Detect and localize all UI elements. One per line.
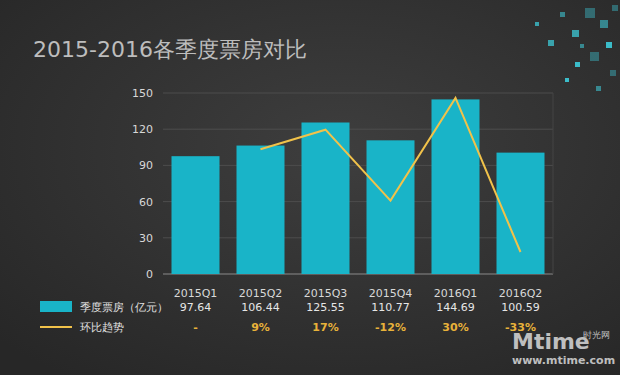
plot-marks (172, 98, 545, 274)
y2-axis-line (553, 93, 554, 274)
pixel-square (580, 44, 584, 48)
decoration (535, 5, 618, 91)
y-tick-label: 120 (132, 123, 153, 136)
x-tick-label: 2016Q1 (434, 287, 478, 300)
pixel-square (590, 52, 599, 61)
pixel-square (535, 22, 539, 26)
bar (367, 140, 415, 274)
x-tick-label: 2015Q3 (304, 287, 348, 300)
y-tick-label: 60 (139, 196, 153, 209)
table-value: 100.59 (501, 301, 540, 314)
table-value: 144.69 (436, 301, 475, 314)
grid-line (163, 237, 553, 238)
y-tick-label: 90 (139, 159, 153, 172)
x-tick-label: 2015Q1 (174, 287, 218, 300)
bar (172, 156, 220, 274)
legend-label: 季度票房（亿元） (80, 301, 168, 314)
title: 2015-2016各季度票房对比 (33, 37, 307, 62)
trend-line (261, 98, 521, 252)
pixel-square (585, 8, 595, 18)
pixel-square (565, 78, 569, 82)
grid-line (163, 274, 553, 275)
watermark-name: 时光网 (583, 330, 610, 340)
watermark-logo: Mtime (512, 329, 590, 354)
y-tick-label: 150 (132, 87, 153, 100)
legend-swatch (40, 326, 72, 328)
chart: 2015-2016各季度票房对比 0 30 60 90 120 150 2015Q1 2015Q… (0, 0, 620, 375)
pixel-square (575, 62, 580, 67)
pixel-square (596, 86, 601, 91)
x-tick-label: 2015Q2 (239, 287, 283, 300)
table-value: -12% (375, 321, 406, 334)
table-value: 30% (442, 321, 468, 334)
grid (163, 93, 553, 274)
legend-swatch (40, 301, 72, 312)
y-tick-label: 30 (139, 232, 153, 245)
bar (237, 146, 285, 274)
pixel-square (610, 70, 616, 76)
table-value: 106.44 (241, 301, 280, 314)
table-value: 97.64 (180, 301, 212, 314)
table-value: 17% (312, 321, 338, 334)
pixel-square (606, 42, 612, 48)
legend-label: 环比趋势 (80, 321, 124, 334)
grid-line (163, 129, 553, 130)
bar (302, 123, 350, 274)
grid-line (163, 201, 553, 202)
pixel-square (548, 40, 554, 46)
table-value: 125.55 (306, 301, 345, 314)
background (0, 0, 620, 375)
pixel-square (612, 5, 618, 11)
table-value: 9% (251, 321, 270, 334)
y-tick-label: 0 (146, 268, 153, 281)
x-tick-label: 2016Q2 (499, 287, 543, 300)
table-value: 110.77 (371, 301, 410, 314)
grid-line (163, 93, 553, 94)
pixel-square (600, 20, 608, 28)
pixel-square (572, 30, 579, 37)
watermark-url: www.mtime.com (512, 354, 615, 367)
pixel-square (560, 12, 565, 17)
x-tick-label: 2015Q4 (369, 287, 413, 300)
table-value: - (193, 321, 198, 334)
